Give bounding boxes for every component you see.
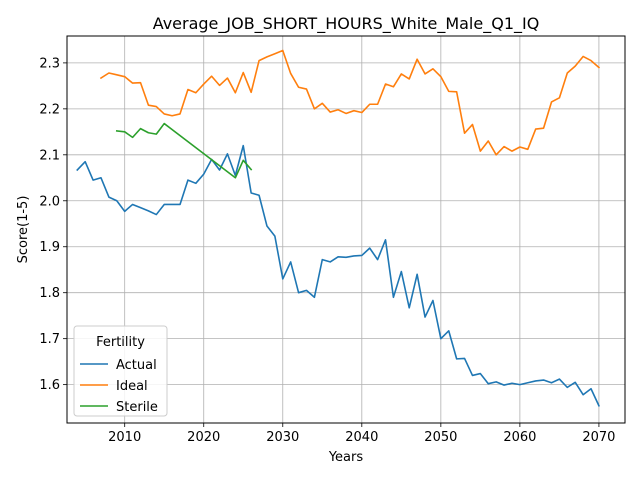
- x-tick-label: 2060: [503, 430, 536, 445]
- legend-box: [73, 325, 168, 417]
- x-tick-label: 2030: [266, 430, 299, 445]
- x-tick-label: 2040: [345, 430, 378, 445]
- y-tick-label: 1.9: [39, 240, 60, 255]
- y-tick-label: 2.3: [39, 56, 60, 71]
- series-line-actual: [76, 144, 600, 407]
- x-tick-label: 2020: [187, 430, 220, 445]
- y-tick-label: 1.7: [39, 332, 60, 347]
- y-tick-label: 2.2: [39, 102, 60, 117]
- plot-area-frame: [66, 35, 626, 424]
- y-tick-label: 1.8: [39, 286, 60, 301]
- y-tick-label: 2.1: [39, 148, 60, 163]
- series-line-sterile: [115, 122, 253, 179]
- y-axis-label: Score(1-5): [16, 196, 31, 264]
- y-tick-label: 1.6: [39, 378, 60, 393]
- chart-title: Average_JOB_SHORT_HOURS_White_Male_Q1_IQ: [153, 14, 540, 34]
- series-lines: [76, 49, 601, 407]
- x-tick-label: 2070: [582, 430, 615, 445]
- legend-title: Fertility: [96, 335, 145, 350]
- series-line-ideal: [99, 49, 601, 156]
- x-axis-ticks: 2010 2020 2030 2040 2050 2060 2070: [108, 423, 615, 445]
- y-axis-ticks: 1.6 1.7 1.8 1.9 2.0 2.1 2.2 2.3: [39, 56, 67, 393]
- legend-label-ideal: Ideal: [116, 379, 148, 394]
- legend: Fertility Actual Ideal Sterile: [73, 325, 168, 417]
- y-tick-label: 2.0: [39, 194, 60, 209]
- x-axis-label: Years: [328, 450, 364, 465]
- legend-label-actual: Actual: [116, 358, 157, 373]
- legend-label-sterile: Sterile: [116, 400, 158, 415]
- x-tick-label: 2050: [424, 430, 457, 445]
- x-tick-label: 2010: [108, 430, 141, 445]
